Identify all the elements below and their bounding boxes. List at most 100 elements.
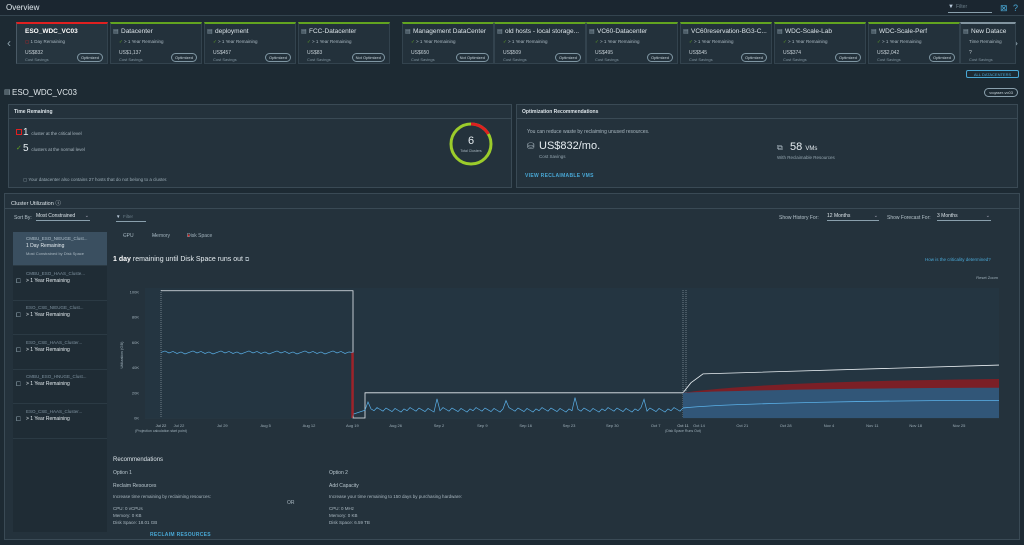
card-badge: Optimized xyxy=(740,53,767,62)
cluster-name: CMBU_ESO_HAAS_Cluste... xyxy=(26,270,86,276)
annotation-date: Oct 11 xyxy=(677,423,689,428)
card-time: ✓ > 1 Year Remaining xyxy=(213,39,258,44)
scroll-right-icon[interactable]: › xyxy=(1014,36,1018,50)
cluster-remaining: > 1 Year Remaining xyxy=(26,346,70,353)
history-select[interactable]: 12 Months ⌄ xyxy=(827,213,879,221)
cluster-list-item[interactable]: ⧠ CMBU_ESO_HAAS_Cluste... > 1 Year Remaini… xyxy=(13,267,107,301)
utilization-chart[interactable]: 100K 80K 60K 40K 20K 0K Utilization (GB) Jul 2… xyxy=(115,272,1015,450)
datacenter-card[interactable]: ▤ VC60-Datacenter ✓ > 1 Year Remaining US$4… xyxy=(586,22,678,64)
datacenter-card[interactable]: ▤ WDC-Scale-Lab ✓ > 1 Year Remaining US$374… xyxy=(774,22,866,64)
datacenter-card[interactable]: ▤ WDC-Scale-Perf ✓ > 1 Year Remaining US$2,… xyxy=(868,22,960,64)
datacenter-card[interactable]: ▤ VC60reservation-BG3-C... ✓ > 1 Year Rema… xyxy=(680,22,772,64)
sort-label: Sort By: xyxy=(14,215,32,221)
datacenter-card[interactable]: ▤ old hosts - local storage... ✓ > 1 Year … xyxy=(494,22,586,64)
panel-title: Optimization Recommendations xyxy=(522,109,599,115)
option1-memory: Memory: 0 KB xyxy=(113,513,142,518)
card-name: FCC-Datacenter xyxy=(309,28,357,35)
x-tick-label: Nov 11 xyxy=(866,423,879,428)
datacenter-icon: ▤ xyxy=(589,29,595,35)
cluster-filter-input[interactable]: ▼ Filter xyxy=(116,214,146,222)
forecast-select[interactable]: 3 Months ⌄ xyxy=(937,213,991,221)
vm-icon: ⧉ xyxy=(777,143,783,152)
card-value: US$457 xyxy=(213,50,232,56)
forecast-label: Show Forecast For: xyxy=(887,215,931,221)
cluster-list-item[interactable]: ⧠ ESO_CSE_HAAS_Cluster... > 1 Year Remaini… xyxy=(13,336,107,370)
card-value: US$509 xyxy=(503,50,522,56)
card-time: ✓ > 1 Year Remaining xyxy=(783,39,828,44)
x-tick-label: Aug 5 xyxy=(260,423,271,428)
page-title: Overview xyxy=(6,3,40,12)
y-tick-label: 80K xyxy=(132,315,139,320)
option2-cpu: CPU: 0 MHz xyxy=(329,506,355,511)
optimization-panel: Optimization Recommendations You can red… xyxy=(516,104,1018,188)
cluster-remaining: > 1 Year Remaining xyxy=(26,277,70,284)
filter-icon: ▼ xyxy=(948,4,954,10)
x-tick-label: Oct 14 xyxy=(693,423,706,428)
datacenter-card[interactable]: ▤ Management DataCenter ✓ > 1 Year Remaini… xyxy=(402,22,494,64)
card-time: ✓ > 1 Year Remaining xyxy=(307,39,352,44)
scroll-left-icon[interactable]: ‹ xyxy=(7,36,11,50)
y-tick-label: 60K xyxy=(132,340,139,345)
card-sub: Cost Savings xyxy=(689,57,713,62)
card-name: WDC-Scale-Lab xyxy=(785,28,832,35)
card-value: US$1,137 xyxy=(119,50,142,56)
card-name: New Datace xyxy=(971,28,1007,35)
cluster-list-item[interactable]: ⧠ ESO_CSE_HAAS_Cluster... > 1 Year Remaini… xyxy=(13,405,107,439)
datacenter-card[interactable]: ▤ Datacenter ✓ > 1 Year Remaining US$1,137 C… xyxy=(110,22,202,64)
view-reclaimable-vms-link[interactable]: VIEW RECLAIMABLE VMS xyxy=(525,173,594,179)
cluster-icon: ⧠ xyxy=(16,416,21,423)
card-value: US$650 xyxy=(411,50,430,56)
card-time: ✓ > 1 Year Remaining xyxy=(119,39,164,44)
clusters-gauge: 6 Total Clusters xyxy=(447,120,495,170)
reset-zoom-button[interactable]: Reset Zoom xyxy=(976,275,998,280)
card-name: ESO_WDC_VC03 xyxy=(25,28,78,35)
filter-input[interactable]: ▼ Filter xyxy=(948,4,992,13)
card-badge: Optimized xyxy=(834,53,861,62)
option1-disk: Disk Space: 18.01 GB xyxy=(113,520,158,525)
criticality-link[interactable]: How is the criticality determined? xyxy=(925,257,991,262)
vcenter-pill[interactable]: vcqaser-vc03 xyxy=(984,88,1018,97)
card-sub: Cost Savings xyxy=(307,57,331,62)
card-value: US$495 xyxy=(595,50,614,56)
cluster-remaining: > 1 Year Remaining xyxy=(26,312,70,318)
datacenter-card[interactable]: ▤ New Datace Time Remaining? Cost Savings xyxy=(960,22,1016,64)
datacenter-icon: ▤ xyxy=(113,29,119,35)
cluster-list-item[interactable]: ⧠ ESO_CSE_NIEUGE_Clust... > 1 Year Remaini… xyxy=(13,301,107,335)
datacenter-card[interactable]: ESO_WDC_VC03 ▢ 1 Day Remaining US$832 Cost … xyxy=(16,22,108,64)
x-tick-label: Oct 21 xyxy=(736,423,749,428)
x-tick-label: Nov 4 xyxy=(824,423,835,428)
x-tick-label: Sep 30 xyxy=(606,423,619,428)
sort-select[interactable]: Most Constrained ⌄ xyxy=(36,213,90,221)
disk-space-headline: 1 day remaining until Disk Space runs ou… xyxy=(113,256,250,263)
reclaim-resources-link[interactable]: RECLAIM RESOURCES xyxy=(150,532,211,538)
chevron-down-icon: ⌄ xyxy=(873,213,878,219)
export-icon[interactable]: ⊠ xyxy=(1000,3,1008,13)
x-tick-label: Nov 18 xyxy=(909,423,922,428)
vm-count: 58 VMs xyxy=(790,141,818,153)
card-time: Time Remaining xyxy=(969,39,1002,44)
datacenter-card[interactable]: ▤ FCC-Datacenter ✓ > 1 Year Remaining US$83… xyxy=(298,22,390,64)
card-time: ✓ > 1 Year Remaining xyxy=(503,39,548,44)
card-sub: Cost Savings xyxy=(877,57,901,62)
capacity-line xyxy=(161,290,1000,419)
datacenter-card[interactable]: ▤ deployment ✓ > 1 Year Remaining US$457 Cos… xyxy=(204,22,296,64)
external-link-icon[interactable]: ⧉ xyxy=(244,257,250,263)
cluster-name: ESO_CSE_NIEUGE_Clust... xyxy=(26,305,84,310)
cluster-utilization-panel: Cluster Utilization ⓘ Sort By: Most Cons… xyxy=(4,193,1020,540)
datacenter-icon: ▤ xyxy=(301,29,307,35)
x-tick-label: Jul 29 xyxy=(217,423,228,428)
card-badge: Optimized xyxy=(76,53,103,62)
cost-savings-label: Cost Savings xyxy=(539,154,566,159)
x-tick-label: Aug 26 xyxy=(389,423,402,428)
history-label: Show History For: xyxy=(779,215,819,221)
all-datacenters-button[interactable]: ALL DATACENTERS xyxy=(966,70,1019,78)
card-sub: Cost Savings xyxy=(411,57,435,62)
cluster-list-item[interactable]: ⧠ CMBU_ESO_HNUGE_Clust... > 1 Year Remaini… xyxy=(13,370,107,404)
cluster-icon: ⧠ xyxy=(16,278,21,285)
help-icon[interactable]: ? xyxy=(1013,3,1019,13)
critical-count: 1 cluster at the critical level xyxy=(23,127,82,138)
card-name: VC60-Datacenter xyxy=(597,28,648,35)
info-icon[interactable]: ⓘ xyxy=(55,201,61,207)
option2-disk: Disk Space: 6.59 TB xyxy=(329,520,370,525)
cluster-list-item[interactable]: CMBU_ESO_NIEUGE_Clust... 1 Day Remaining M… xyxy=(13,232,107,266)
